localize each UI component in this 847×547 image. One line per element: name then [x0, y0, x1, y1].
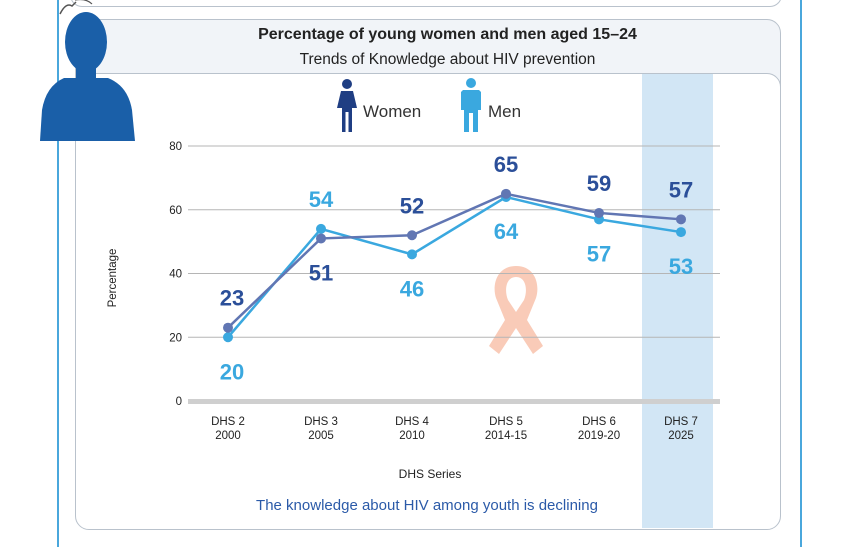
x-tick-label: DHS 4 2010: [395, 416, 429, 442]
men-data-label: 57: [587, 241, 611, 266]
women-data-label: 51: [309, 260, 333, 285]
men-point: [676, 227, 686, 238]
women-point: [223, 322, 233, 333]
chart-title: Percentage of young women and men aged 1…: [258, 26, 637, 43]
women-series-line: [227, 192, 682, 329]
women-data-label: 23: [220, 286, 244, 311]
men-data-label: 46: [400, 276, 424, 301]
x-tick-label: DHS 3 2005: [304, 416, 338, 442]
x-tick-label: DHS 2 2000: [211, 416, 245, 442]
y-tick-label: 60: [169, 205, 182, 217]
women-data-label: 52: [400, 193, 424, 218]
legend-men-label: Men: [488, 102, 521, 121]
men-data-label: 54: [309, 187, 334, 212]
frame-right-border: [800, 0, 802, 547]
men-point: [316, 223, 326, 234]
women-point: [676, 214, 686, 225]
chart-subtitle: Trends of Knowledge about HIV prevention: [299, 51, 596, 68]
axes: 0 20 40 60 80 DHS 2 2000 DHS 3 2005 DHS 4 2010 DHS …: [169, 141, 720, 442]
men-point: [407, 249, 417, 260]
series: [223, 188, 686, 343]
person-silhouette-icon: [40, 0, 135, 141]
latest-survey-highlight: [642, 74, 713, 528]
men-data-label: 64: [494, 219, 519, 244]
x-tick-label: DHS 7 2025: [664, 416, 698, 442]
women-point: [316, 233, 326, 244]
awareness-ribbon-icon: [489, 266, 543, 354]
woman-icon: [337, 79, 357, 132]
data-labels: 23 20 51 54 52 46 65 64 59 57 57 53: [220, 152, 693, 384]
x-axis-baseline: [188, 399, 720, 404]
y-tick-label: 80: [169, 141, 182, 153]
frame-left-border: [57, 0, 59, 547]
grid: [188, 145, 720, 338]
y-tick-label: 0: [176, 396, 182, 408]
men-data-label: 20: [220, 359, 244, 384]
y-axis-title: Percentage: [107, 249, 119, 308]
women-data-label: 65: [494, 152, 518, 177]
y-tick-label: 40: [169, 269, 182, 281]
men-series-line: [227, 195, 682, 339]
women-data-label: 57: [669, 177, 693, 202]
x-tick-label: DHS 6 2019-20: [578, 416, 620, 442]
x-tick-label: DHS 5 2014-15: [485, 416, 527, 442]
chart-caption: The knowledge about HIV among youth is d…: [256, 497, 598, 514]
women-point: [594, 207, 604, 218]
women-point: [407, 230, 417, 241]
women-point: [501, 188, 511, 199]
men-data-label: 53: [669, 254, 693, 279]
legend-women-label: Women: [363, 102, 421, 121]
men-point: [223, 332, 233, 343]
y-tick-label: 20: [169, 332, 182, 344]
legend: Women Men: [337, 78, 521, 132]
x-axis-title: DHS Series: [399, 467, 462, 481]
man-icon: [461, 78, 481, 132]
women-data-label: 59: [587, 171, 611, 196]
